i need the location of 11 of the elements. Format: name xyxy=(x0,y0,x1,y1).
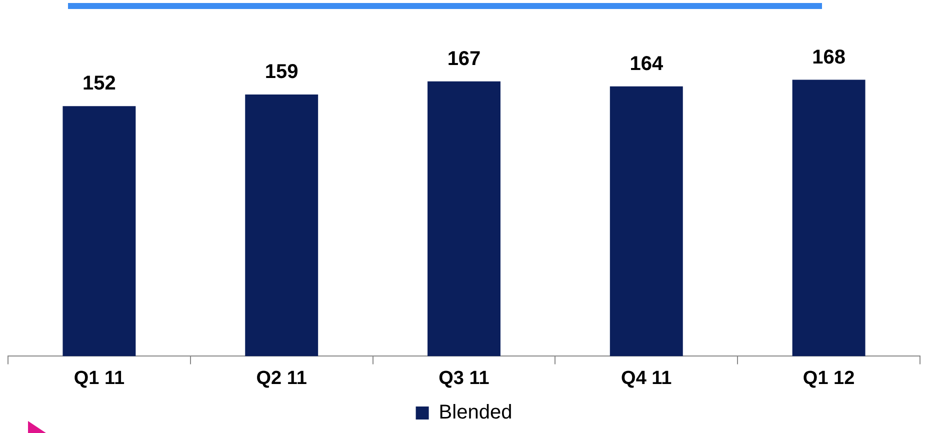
data-label: 164 xyxy=(630,52,664,75)
data-label: 159 xyxy=(264,61,298,84)
x-tick-label: Q4 11 xyxy=(621,368,672,389)
x-tick-label: Q1 11 xyxy=(74,368,125,389)
data-label: 168 xyxy=(812,46,846,68)
x-tick-label: Q1 12 xyxy=(802,368,855,389)
legend-label: Blended xyxy=(438,402,512,424)
x-tick-label: Q3 11 xyxy=(438,368,490,389)
data-label: 152 xyxy=(82,72,116,95)
data-label: 167 xyxy=(447,48,481,70)
x-tick-label: Q2 11 xyxy=(256,368,308,389)
